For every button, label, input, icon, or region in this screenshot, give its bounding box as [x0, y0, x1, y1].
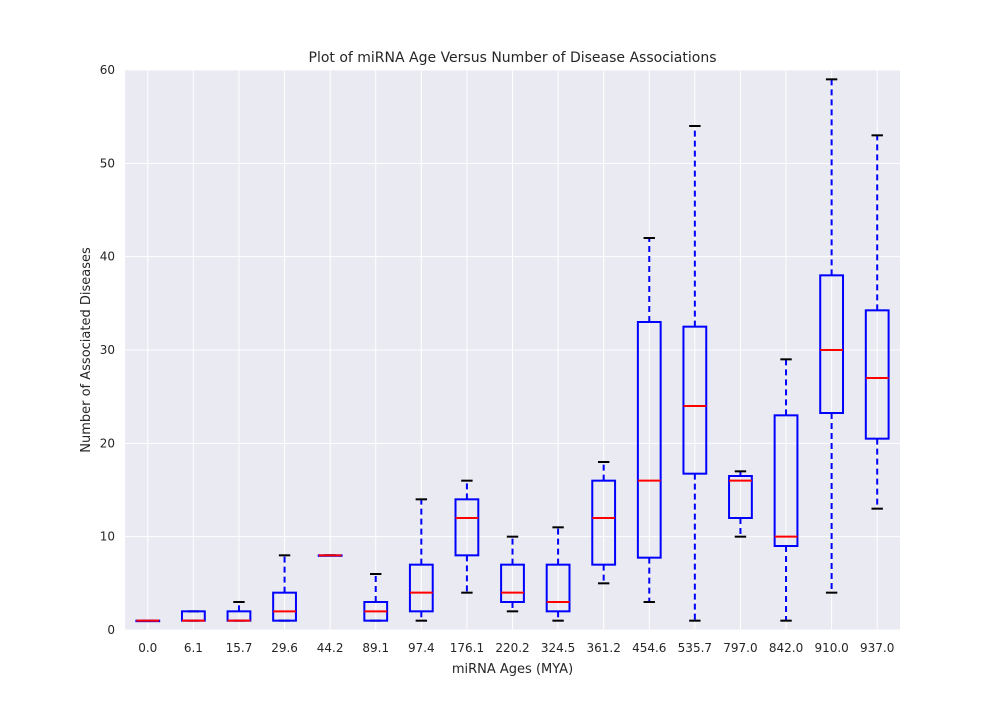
chart-title: Plot of miRNA Age Versus Number of Disea… [309, 50, 717, 66]
box-iqr [454, 498, 480, 557]
x-tick-label: 6.1 [184, 641, 203, 655]
y-tick-label: 30 [100, 343, 115, 357]
x-tick-label: 15.7 [226, 641, 253, 655]
box-plot-item [408, 498, 434, 622]
y-tick-label: 40 [100, 250, 115, 264]
box-iqr [545, 563, 571, 613]
box-iqr [636, 321, 662, 559]
y-tick-label: 60 [100, 63, 115, 77]
x-axis-label: miRNA Ages (MYA) [452, 662, 573, 677]
x-tick-label: 797.0 [723, 641, 757, 655]
box-plot-item [864, 134, 890, 510]
y-tick-label: 10 [100, 530, 115, 544]
box-plot-item [728, 470, 753, 538]
box-series [135, 78, 890, 623]
box-plot-item [636, 237, 662, 603]
box-iqr [272, 591, 297, 622]
y-axis-label: Number of Associated Diseases [79, 247, 94, 453]
box-plot-item [545, 526, 571, 622]
box-iqr [819, 274, 845, 415]
box-plot-item [363, 573, 389, 622]
x-tick-label: 361.2 [586, 641, 620, 655]
box-iqr [682, 325, 708, 475]
x-tick-label: 937.0 [860, 641, 894, 655]
y-tick-label: 20 [100, 436, 115, 450]
x-tick-label: 454.6 [632, 641, 666, 655]
box-plot-item [135, 619, 161, 623]
y-tick-label: 0 [107, 623, 115, 637]
x-tick-label: 29.6 [271, 641, 298, 655]
box-plot-item [819, 78, 845, 594]
x-tick-label: 44.2 [317, 641, 344, 655]
box-iqr [864, 309, 890, 440]
box-plot-item [682, 125, 708, 622]
x-tick-label: 89.1 [362, 641, 389, 655]
box-iqr [500, 563, 525, 604]
box-plot-item [180, 610, 206, 622]
box-iqr [728, 475, 753, 519]
axis-ticks: 0 10 20 30 40 50 60 0.0 6.1 15.7 29.6 44.2 89.1 97.4 1… [100, 63, 895, 655]
box-iqr [408, 563, 434, 613]
box-iqr [773, 414, 799, 548]
box-plot-item [454, 479, 480, 594]
x-tick-label: 842.0 [769, 641, 803, 655]
box-plot-item [226, 601, 252, 622]
box-plot-item [317, 554, 343, 557]
box-plot-item [272, 554, 297, 622]
x-tick-label: 910.0 [814, 641, 848, 655]
box-plot-item [591, 461, 617, 585]
x-tick-label: 324.5 [541, 641, 575, 655]
x-tick-label: 97.4 [408, 641, 435, 655]
y-tick-label: 50 [100, 156, 115, 170]
box-plot-item [500, 535, 525, 613]
x-tick-label: 220.2 [495, 641, 529, 655]
box-iqr [591, 479, 617, 566]
x-tick-label: 0.0 [138, 641, 157, 655]
x-tick-label: 176.1 [450, 641, 484, 655]
box-plot-item [773, 358, 799, 622]
x-tick-label: 535.7 [678, 641, 712, 655]
